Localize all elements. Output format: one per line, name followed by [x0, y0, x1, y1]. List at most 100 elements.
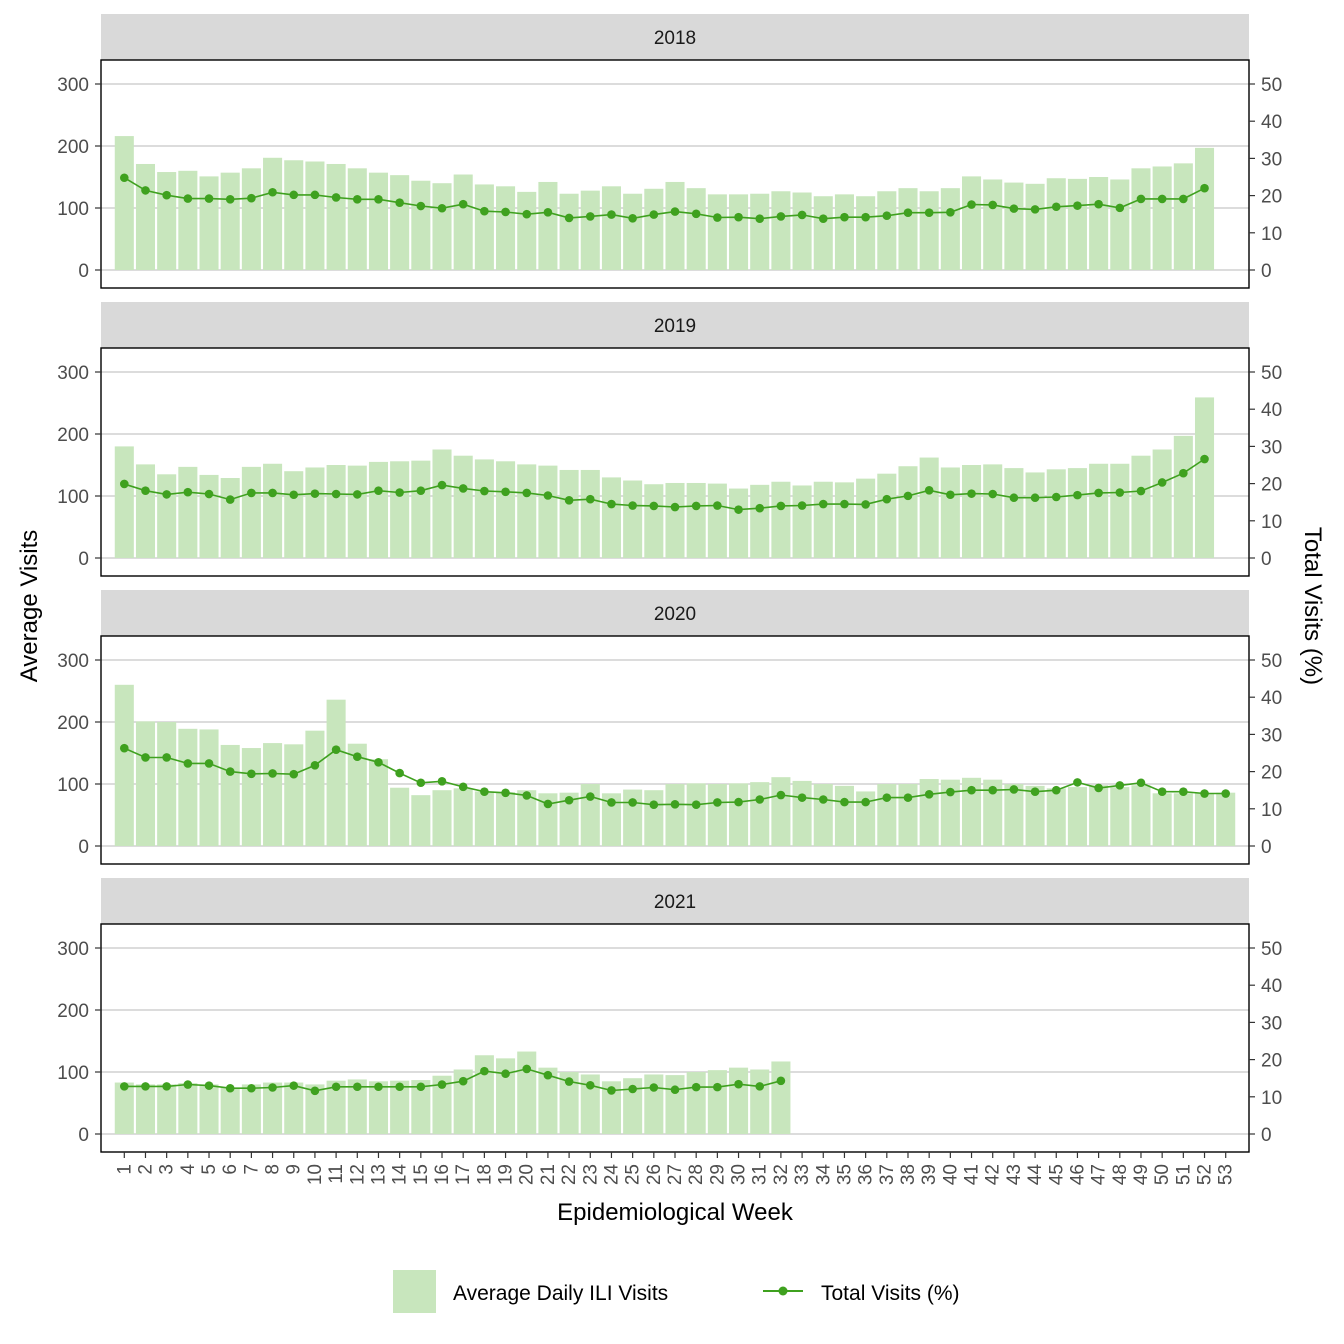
bar-week-50 — [1152, 793, 1172, 846]
pct-point-week-49 — [1136, 486, 1146, 496]
pct-point-week-52 — [1200, 183, 1209, 193]
bar-week-21 — [538, 1067, 558, 1134]
pct-point-week-23 — [585, 212, 595, 221]
x-tick-label-week-5: 5 — [199, 1164, 220, 1175]
pct-point-week-50 — [1157, 194, 1167, 204]
pct-point-week-20 — [522, 1064, 532, 1074]
bar-week-1 — [114, 446, 134, 558]
y-right-tick-label: 40 — [1261, 400, 1282, 421]
x-tick-label-week-48: 48 — [1110, 1164, 1131, 1185]
x-tick-label-week-24: 24 — [601, 1164, 622, 1186]
bar-week-18 — [474, 1055, 494, 1134]
x-tick-label-week-2: 2 — [135, 1164, 156, 1175]
pct-point-week-31 — [755, 795, 765, 804]
pct-point-week-18 — [480, 787, 489, 796]
bar-week-7 — [241, 748, 261, 846]
y-right-tick-label: 20 — [1261, 763, 1282, 784]
pct-point-week-7 — [247, 769, 256, 779]
bar-week-15 — [411, 795, 431, 846]
bar-week-7 — [241, 466, 261, 558]
panel-strip-label: 2019 — [654, 316, 696, 337]
x-tick-label-week-39: 39 — [919, 1164, 940, 1185]
bar-week-36 — [856, 791, 876, 846]
bar-week-31 — [750, 1069, 770, 1134]
bar-week-22 — [559, 1072, 579, 1134]
pct-point-week-37 — [882, 494, 892, 504]
pct-point-week-47 — [1094, 199, 1103, 209]
bar-week-26 — [644, 1074, 664, 1134]
y-left-tick-label: 0 — [78, 261, 89, 282]
x-tick-label-week-26: 26 — [644, 1164, 665, 1185]
x-tick-label-week-7: 7 — [241, 1164, 262, 1175]
x-axis: 1 2 3 4 5 6 7 8 9 10 11 12 13 14 15 16 17 18 19 20 21 22 23 24 2… — [114, 1152, 1237, 1186]
pct-point-week-3 — [162, 190, 171, 200]
pct-point-week-14 — [395, 1082, 404, 1092]
pct-point-week-24 — [607, 798, 616, 807]
pct-point-week-4 — [183, 1080, 193, 1089]
bar-week-32 — [771, 191, 791, 270]
bar-week-12 — [347, 743, 367, 846]
bar-week-51 — [1173, 435, 1193, 558]
bar-week-20 — [517, 464, 537, 558]
bar-week-10 — [305, 161, 325, 270]
bar-week-53 — [1216, 792, 1236, 846]
pct-point-week-21 — [543, 208, 553, 217]
bar-week-28 — [686, 482, 706, 558]
bar-week-8 — [263, 157, 283, 270]
pct-point-week-32 — [776, 212, 786, 221]
pct-point-week-28 — [691, 800, 701, 810]
pct-point-week-21 — [543, 799, 553, 809]
pct-point-week-20 — [522, 209, 532, 219]
pct-point-week-22 — [564, 1077, 574, 1086]
bar-week-3 — [157, 172, 177, 270]
y-right-tick-label: 0 — [1261, 549, 1272, 570]
bar-week-21 — [538, 181, 558, 270]
pct-point-week-39 — [924, 485, 934, 495]
bar-week-41 — [962, 777, 982, 846]
pct-point-week-23 — [585, 792, 595, 801]
x-tick-label-week-21: 21 — [538, 1164, 559, 1185]
bar-week-25 — [623, 789, 643, 846]
pct-point-week-11 — [331, 745, 341, 754]
pct-point-week-19 — [501, 487, 510, 497]
bar-week-9 — [284, 1082, 304, 1134]
pct-point-week-2 — [141, 1082, 150, 1091]
bar-week-35 — [834, 785, 854, 846]
pct-point-week-23 — [585, 494, 595, 504]
bar-week-49 — [1131, 455, 1151, 558]
bar-week-21 — [538, 793, 558, 846]
pct-point-week-29 — [713, 1082, 722, 1092]
bar-week-11 — [326, 699, 346, 846]
bar-week-35 — [834, 482, 854, 558]
pct-point-week-5 — [204, 489, 214, 499]
pct-point-week-1 — [119, 173, 129, 183]
pct-point-week-27 — [670, 207, 680, 216]
pct-point-week-1 — [119, 743, 129, 753]
bar-week-11 — [326, 1080, 346, 1134]
bar-week-50 — [1152, 449, 1172, 558]
y-left-tick-label: 100 — [57, 1063, 89, 1084]
bar-week-46 — [1067, 178, 1087, 270]
pct-point-week-49 — [1136, 778, 1146, 788]
pct-point-week-1 — [119, 479, 129, 489]
bar-week-17 — [453, 1069, 473, 1134]
bar-week-42 — [983, 179, 1003, 270]
bar-week-30 — [729, 488, 749, 558]
bar-week-14 — [390, 787, 410, 846]
pct-point-week-14 — [395, 488, 404, 497]
bar-week-32 — [771, 1061, 791, 1134]
x-tick-label-week-34: 34 — [813, 1164, 834, 1186]
pct-point-week-36 — [861, 212, 870, 222]
bar-week-10 — [305, 730, 325, 846]
panel-frame — [100, 347, 1250, 577]
pct-point-week-13 — [374, 486, 383, 495]
panel-strip — [101, 302, 1249, 348]
pct-point-week-45 — [1051, 785, 1061, 795]
x-tick-label-week-31: 31 — [750, 1164, 771, 1185]
pct-point-week-44 — [1030, 205, 1040, 214]
bar-week-31 — [750, 193, 770, 270]
chart-panels: 2018010020030001020304050201901002003000… — [57, 14, 1282, 1153]
pct-point-week-52 — [1200, 454, 1209, 464]
bar-week-37 — [877, 191, 897, 270]
